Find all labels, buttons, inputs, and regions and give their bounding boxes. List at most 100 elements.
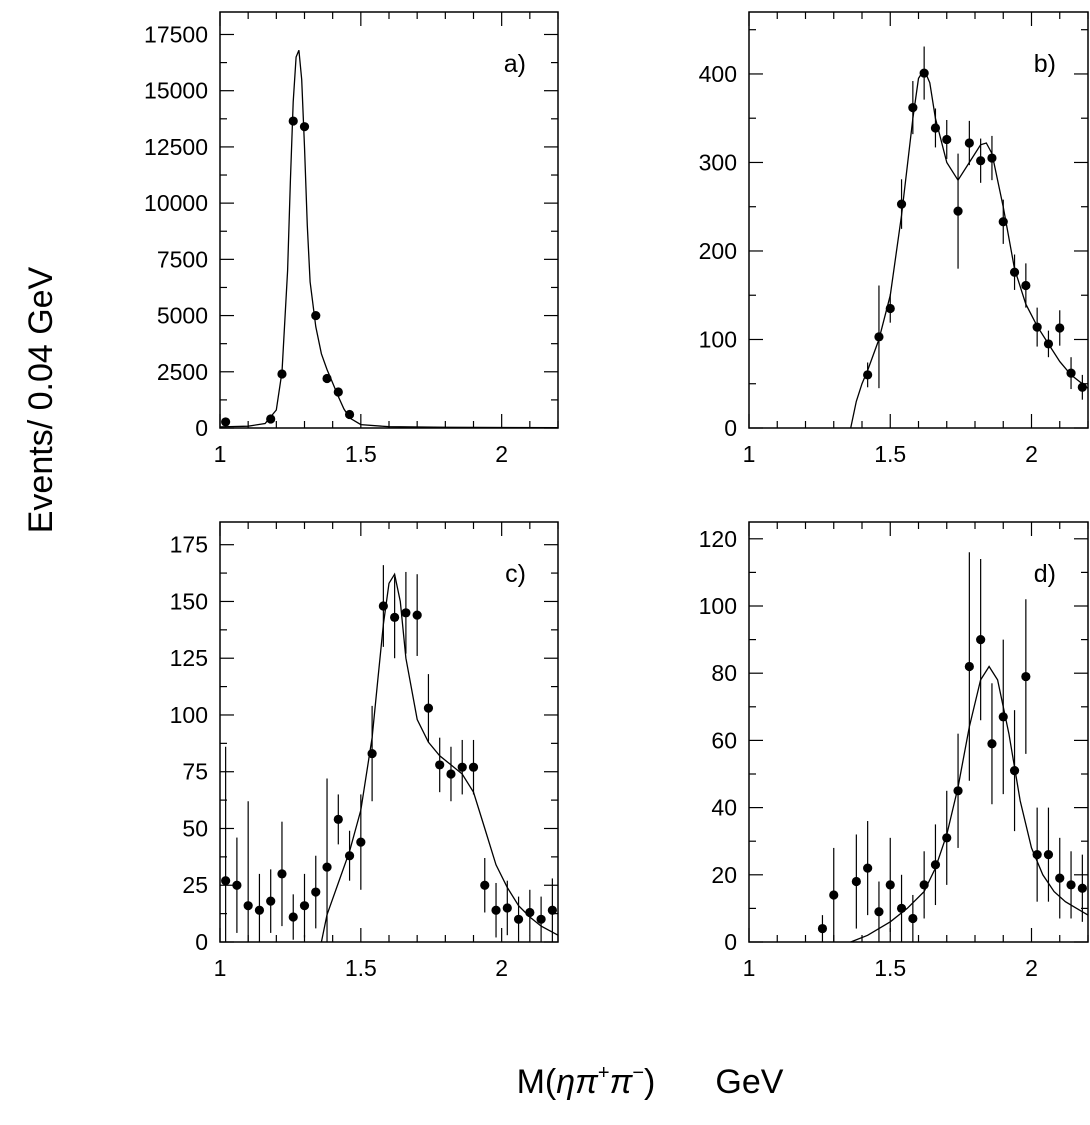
data-point: [502, 903, 512, 913]
data-point: [221, 417, 231, 427]
data-point: [333, 814, 343, 825]
x-axis-title-pi: π: [575, 1063, 599, 1101]
x-axis-title-minus: −: [632, 1062, 644, 1084]
data-point: [513, 914, 524, 924]
x-tick-label: 1: [214, 955, 227, 981]
y-tick-label: 0: [195, 415, 208, 441]
data-point: [896, 199, 907, 209]
data-point: [964, 138, 974, 148]
data-point: [480, 880, 490, 890]
y-tick-label: 0: [195, 929, 208, 955]
y-tick-label: 75: [182, 759, 208, 785]
data-point: [942, 833, 952, 843]
x-axis-title-m: M(: [517, 1063, 557, 1101]
x-tick-label: 1.5: [345, 441, 377, 467]
data-point: [930, 860, 941, 870]
data-point: [817, 923, 828, 934]
y-tick-label: 150: [170, 588, 208, 614]
data-point: [277, 869, 287, 879]
data-point: [288, 912, 298, 922]
data-point: [266, 896, 276, 906]
y-tick-label: 175: [170, 532, 208, 558]
data-point: [953, 786, 963, 796]
data-point: [367, 748, 377, 759]
data-point: [964, 661, 974, 672]
data-point: [446, 769, 456, 779]
data-point: [1021, 671, 1031, 682]
data-point: [1032, 322, 1042, 332]
y-tick-label: 125: [170, 645, 208, 671]
data-point: [333, 387, 343, 397]
data-point: [976, 156, 986, 166]
panel-b: 1 1.5 2 0 100 200 300 400 b): [699, 11, 1089, 467]
fit-curve: [850, 68, 1089, 429]
x-tick-label: 1: [214, 441, 227, 467]
data-point: [885, 880, 895, 890]
y-tick-label: 200: [699, 238, 737, 264]
x-axis-title-unit: GeV: [715, 1063, 783, 1101]
data-point: [232, 880, 242, 890]
x-axis-title-pi: π: [610, 1063, 634, 1101]
data-point: [953, 206, 963, 216]
x-axis-title: M(ηπ+π−) GeV: [517, 1062, 784, 1101]
y-tick-label: 300: [699, 149, 737, 175]
fit-curve: [850, 665, 1089, 943]
data-point: [863, 863, 873, 873]
data-point: [322, 862, 332, 872]
data-point: [525, 907, 535, 918]
data-point: [322, 373, 332, 384]
y-tick-label: 15000: [144, 78, 208, 104]
x-tick-label: 1.5: [874, 955, 906, 981]
y-tick-label: 80: [711, 660, 737, 686]
y-tick-label: 120: [699, 526, 737, 552]
data-point: [491, 905, 501, 915]
data-point: [344, 851, 355, 861]
x-tick-label: 2: [1025, 955, 1038, 981]
data-point: [930, 123, 941, 133]
data-point: [1055, 873, 1065, 883]
data-point: [311, 887, 321, 897]
panel-label: a): [504, 50, 526, 78]
x-tick-label: 1.5: [874, 441, 906, 467]
y-tick-label: 100: [699, 326, 737, 352]
data-point: [908, 102, 918, 113]
data-point: [998, 217, 1008, 227]
data-point: [896, 903, 907, 914]
data-point: [277, 369, 287, 379]
fit-curve: [219, 49, 559, 429]
data-point: [254, 905, 265, 915]
data-point: [311, 310, 321, 321]
x-axis-title-close: ): [644, 1063, 655, 1101]
data-point: [829, 890, 839, 900]
x-tick-label: 1: [743, 955, 756, 981]
data-point: [221, 876, 231, 886]
y-tick-label: 0: [724, 929, 737, 955]
data-point: [266, 414, 276, 424]
y-tick-label: 7500: [157, 246, 208, 272]
x-tick-label: 2: [495, 955, 508, 981]
data-point: [344, 409, 355, 420]
y-tick-label: 10000: [144, 190, 208, 216]
data-point: [987, 153, 997, 163]
data-point: [423, 703, 434, 713]
y-tick-label: 50: [182, 815, 208, 841]
data-point: [1077, 382, 1087, 392]
y-tick-label: 40: [711, 795, 737, 821]
data-point: [1077, 883, 1087, 893]
data-point: [401, 608, 411, 618]
data-point: [299, 901, 310, 911]
y-axis-title: Events/ 0.04 GeV: [22, 266, 60, 533]
x-tick-label: 1.5: [345, 955, 377, 981]
y-tick-label: 100: [170, 702, 208, 728]
data-point: [288, 116, 298, 126]
data-point: [1009, 766, 1020, 776]
data-point: [863, 370, 873, 380]
data-point: [885, 303, 895, 314]
y-tick-label: 400: [699, 61, 737, 87]
data-point: [942, 134, 952, 145]
data-point: [457, 762, 467, 772]
y-tick-label: 17500: [144, 21, 208, 47]
data-point: [1043, 850, 1054, 860]
